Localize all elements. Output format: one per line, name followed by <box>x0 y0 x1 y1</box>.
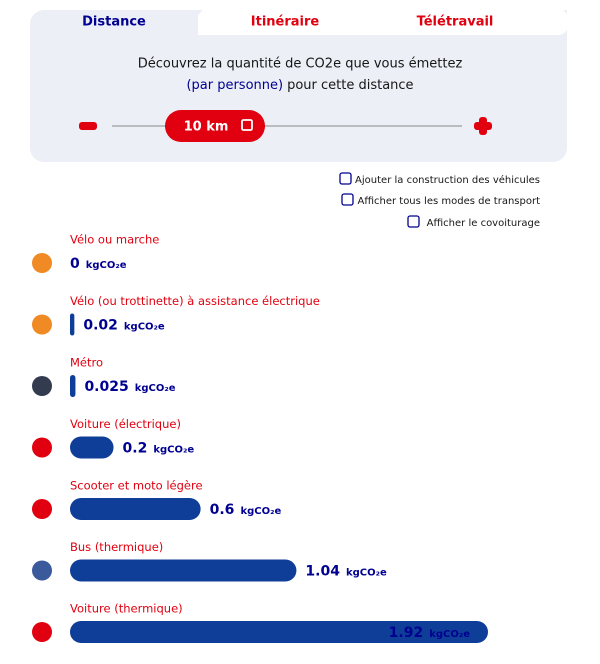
panel <box>30 10 567 162</box>
unit-label: kgCO₂e <box>240 506 281 517</box>
distance-pill[interactable] <box>165 110 265 142</box>
bar <box>70 313 75 336</box>
category-label: Voiture (thermique) <box>70 602 183 616</box>
mode-icon <box>32 622 52 642</box>
mode-icon <box>32 376 52 396</box>
bar <box>70 621 488 643</box>
category-label: Scooter et moto légère <box>70 479 203 493</box>
tab-bg <box>198 9 568 35</box>
bar <box>70 498 201 520</box>
mode-icon <box>32 499 52 519</box>
unit-label: kgCO₂e <box>124 322 165 333</box>
text: pour cette distance <box>287 78 413 93</box>
category-label: Vélo ou marche <box>70 233 159 247</box>
value-label: 1.92 <box>389 625 424 641</box>
checkbox[interactable] <box>407 215 420 228</box>
unit-label: kgCO₂e <box>346 568 387 579</box>
value-label: 0.02 <box>83 318 118 334</box>
unit-label: kgCO₂e <box>86 260 127 271</box>
category-label: Vélo (ou trottinette) à assistance élect… <box>70 294 320 308</box>
plus-v <box>479 117 487 135</box>
option-label: Afficher tous les modes de transport <box>357 196 540 207</box>
checkbox[interactable] <box>339 172 352 185</box>
checkbox[interactable] <box>341 193 354 206</box>
edit-icon <box>241 119 253 131</box>
tab[interactable]: Itinéraire <box>251 15 320 30</box>
distance-value: 10 km <box>184 120 229 135</box>
category-label: Métro <box>70 356 103 370</box>
bar <box>70 375 76 397</box>
value-label: 0.025 <box>84 379 128 395</box>
minus-button[interactable] <box>79 122 97 130</box>
mode-icon <box>32 314 52 335</box>
option-label: Afficher le covoiturage <box>427 218 540 229</box>
category-label: Bus (thermique) <box>70 540 163 554</box>
value-label: 0.2 <box>123 441 148 457</box>
mode-icon <box>32 560 52 581</box>
value-label: 1.04 <box>305 564 340 580</box>
plus-button[interactable] <box>474 117 492 135</box>
mode-icon <box>32 253 52 273</box>
tab[interactable]: Distance <box>82 15 146 30</box>
highlight: (par personne) <box>186 78 283 93</box>
panel-subheading: (par personne) pour cette distance <box>186 78 413 93</box>
value-label: 0.6 <box>210 502 235 518</box>
bar <box>70 559 297 582</box>
value-label: 0 <box>70 256 80 272</box>
option-label: Ajouter la construction des véhicules <box>355 174 540 186</box>
unit-label: kgCO₂e <box>135 383 176 394</box>
unit-label: kgCO₂e <box>153 445 194 456</box>
bar <box>70 436 114 459</box>
category-label: Voiture (électrique) <box>70 417 181 431</box>
mode-icon <box>32 437 52 458</box>
panel-heading: Découvrez la quantité de CO2e que vous é… <box>138 57 463 72</box>
tab[interactable]: Télétravail <box>417 15 494 30</box>
unit-label: kgCO₂e <box>429 629 470 640</box>
